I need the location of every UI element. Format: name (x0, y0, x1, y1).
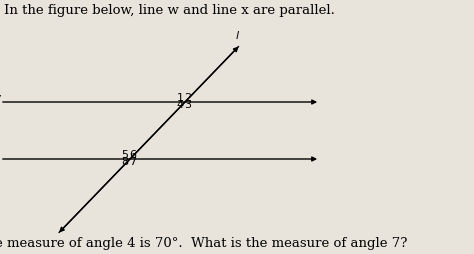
Text: 8: 8 (121, 157, 128, 167)
Text: 1: 1 (176, 93, 183, 103)
Text: e measure of angle 4 is 70°.  What is the measure of angle 7?: e measure of angle 4 is 70°. What is the… (0, 237, 407, 250)
Text: 5: 5 (121, 150, 128, 160)
Text: 3: 3 (184, 100, 191, 110)
Text: In the figure below, line w and line x are parallel.: In the figure below, line w and line x a… (4, 4, 335, 17)
Text: 2: 2 (184, 93, 191, 103)
Text: 4: 4 (176, 100, 183, 110)
Text: l: l (236, 31, 239, 41)
Text: 6: 6 (129, 150, 136, 160)
Text: 7: 7 (129, 157, 136, 167)
